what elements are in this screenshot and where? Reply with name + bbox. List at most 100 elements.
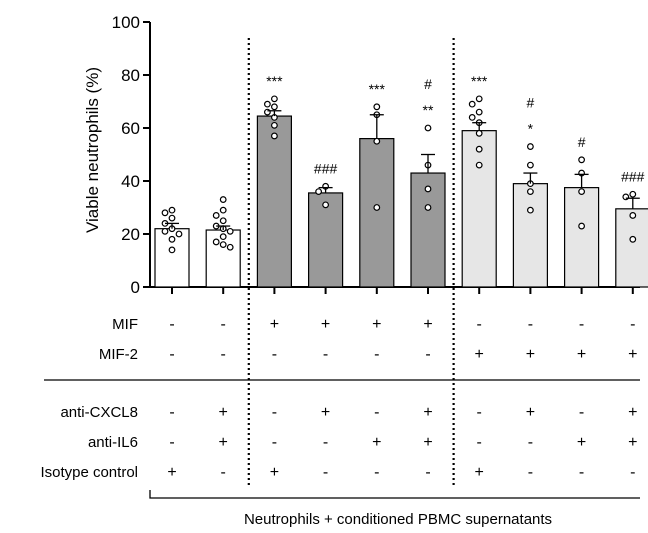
y-tick-label: 0: [131, 278, 140, 297]
condition-sign: -: [169, 404, 174, 421]
y-tick-label: 40: [121, 172, 140, 191]
significance-mark: **: [423, 102, 434, 118]
data-point: [168, 206, 176, 214]
condition-sign: -: [477, 434, 482, 451]
condition-sign: -: [425, 346, 430, 363]
data-point: [475, 161, 483, 169]
bottom-label: Neutrophils + conditioned PBMC supernata…: [244, 511, 552, 528]
data-point: [527, 188, 534, 196]
data-point: [175, 230, 183, 238]
data-point: [315, 188, 323, 196]
condition-sign: -: [323, 464, 328, 481]
data-point: [168, 246, 176, 254]
condition-sign: +: [423, 434, 432, 451]
condition-sign: +: [372, 316, 381, 333]
data-point: [373, 137, 381, 145]
data-point: [271, 132, 278, 140]
data-point: [629, 235, 637, 243]
data-point: [168, 214, 176, 222]
condition-sign: -: [221, 316, 226, 333]
condition-sign: -: [528, 434, 533, 451]
bar: [359, 138, 395, 288]
condition-sign: +: [628, 434, 637, 451]
data-point: [219, 196, 227, 203]
bar: [615, 208, 648, 288]
significance-mark: ###: [314, 160, 338, 176]
condition-sign: -: [272, 346, 277, 363]
condition-label: anti-IL6: [88, 434, 138, 451]
data-point: [578, 222, 585, 230]
data-point: [219, 217, 227, 225]
y-tick-label: 100: [112, 13, 140, 32]
condition-label: MIF-2: [99, 346, 138, 363]
significance-mark: #: [424, 76, 432, 92]
condition-sign: -: [323, 434, 328, 451]
condition-sign: +: [628, 404, 637, 421]
bar: [512, 183, 549, 288]
data-point: [271, 95, 278, 103]
data-point: [373, 204, 381, 211]
condition-sign: -: [169, 434, 174, 451]
condition-sign: +: [219, 434, 228, 451]
data-point: [226, 227, 234, 235]
condition-sign: -: [374, 464, 379, 481]
condition-sign: +: [321, 316, 330, 333]
significance-mark: ***: [266, 73, 283, 89]
condition-sign: +: [577, 434, 586, 451]
condition-table: MIF - - + + + + - - - - MIF-2 - - - - - - + + + + anti-CXCL8 - +…: [40, 316, 640, 499]
bar: [563, 187, 600, 288]
condition-sign: +: [526, 346, 535, 363]
data-point: [219, 206, 227, 214]
data-point: [468, 113, 476, 121]
condition-sign: -: [477, 404, 482, 421]
data-point: [424, 185, 432, 193]
data-point: [527, 161, 534, 169]
significance-mark: ###: [621, 168, 645, 184]
condition-sign: +: [321, 404, 330, 421]
data-point: [629, 190, 637, 198]
y-tick-label: 20: [121, 225, 140, 244]
data-point: [468, 100, 476, 108]
significance-mark: #: [578, 134, 586, 150]
condition-sign: -: [272, 434, 277, 451]
condition-sign: +: [526, 404, 535, 421]
data-point: [475, 129, 483, 137]
condition-sign: +: [372, 434, 381, 451]
condition-sign: -: [272, 404, 277, 421]
significance-mark: *: [528, 121, 534, 137]
significance-mark: ***: [369, 81, 386, 97]
data-point: [212, 212, 220, 219]
bar: [256, 115, 292, 288]
data-point: [161, 209, 169, 217]
condition-sign: -: [579, 404, 584, 421]
condition-sign: -: [425, 464, 430, 481]
significance-mark: ***: [471, 73, 488, 89]
condition-sign: +: [475, 464, 484, 481]
bar: [461, 130, 497, 288]
data-point: [475, 145, 483, 153]
data-point: [475, 95, 483, 103]
condition-sign: -: [630, 464, 635, 481]
condition-sign: -: [528, 464, 533, 481]
significance-annotations: ***###*** #*****#*####: [266, 73, 644, 184]
condition-sign: +: [167, 464, 176, 481]
condition-sign: -: [221, 346, 226, 363]
data-point: [212, 238, 220, 246]
condition-sign: -: [169, 346, 174, 363]
significance-mark: #: [527, 95, 535, 111]
condition-label: MIF: [112, 316, 138, 333]
data-point: [322, 201, 330, 209]
condition-sign: +: [270, 316, 279, 333]
data-point: [424, 124, 432, 132]
condition-sign: -: [528, 316, 533, 333]
data-point: [264, 100, 271, 108]
error-bars: [165, 110, 640, 231]
condition-sign: +: [423, 316, 432, 333]
condition-label: Isotype control: [40, 464, 138, 481]
data-point: [168, 235, 176, 243]
data-point: [527, 143, 534, 150]
data-point: [226, 243, 234, 251]
condition-sign: -: [221, 464, 226, 481]
y-tick-label: 80: [121, 66, 140, 85]
